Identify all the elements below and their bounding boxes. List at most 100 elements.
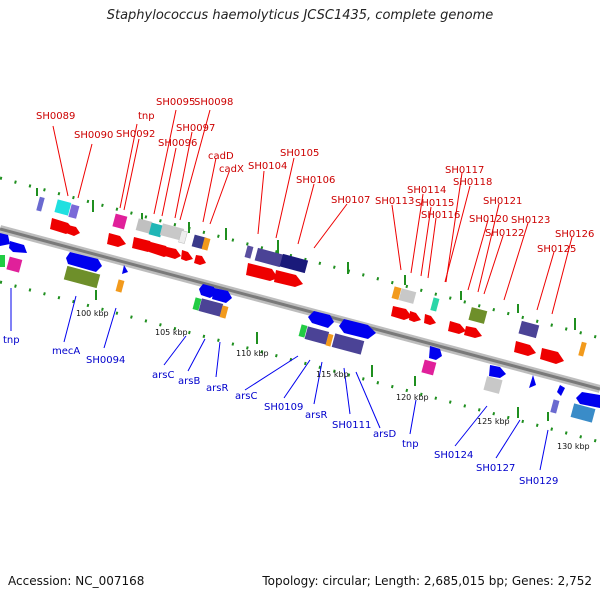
gene-arrow-red [540,348,564,364]
gene-label: SH0127 [476,463,515,474]
gene-arrow-red [391,306,412,320]
gene-block-orange [115,279,125,293]
gene-label: SH0098 [194,97,233,108]
gene-arrow-red [409,311,421,322]
tick-label: 125 kbp [477,417,510,426]
gene-label: tnp [138,111,155,122]
tick-label: 100 kbp [76,309,109,318]
gene-label: SH0104 [248,161,287,172]
gene-block-purple [304,326,330,345]
gene-block-cyan [54,199,72,216]
gene-label: SH0109 [264,402,303,413]
gene-block-olive [468,307,488,324]
gene-arrow-blue [308,311,334,328]
accession-label: Accession: NC_007168 [8,574,145,588]
gene-block-purple [244,245,254,259]
gene-label: SH0094 [86,355,125,366]
gene-label: SH0111 [332,420,371,431]
gene-block-teal [148,222,164,238]
gene-label: SH0117 [445,165,484,176]
gene-arrow-red [424,314,436,325]
gene-block-green [192,297,202,311]
gene-arrow-red [274,270,303,287]
gene-label: SH0095 [156,97,195,108]
gene-block-orange [219,305,229,319]
gene-block-purple [254,247,284,268]
gene-block-purple [198,298,224,317]
gene-arrow-blue [429,346,442,360]
backbone [0,227,600,391]
gene-block-purple [550,399,560,414]
gene-block-magenta [112,213,128,230]
gene-block-gray [135,218,153,234]
gene-block-green [0,255,5,267]
gene-label: SH0118 [453,177,492,188]
gene-label: tnp [402,439,419,450]
gene-arrow-red [464,326,482,338]
gene-arrow-blue [557,385,565,396]
gene-block-orange [391,286,402,300]
tick-label: 130 kbp [557,442,590,451]
gene-arrow-red [448,321,466,334]
gene-block-purple [36,196,45,212]
gene-arrow-red [514,341,536,356]
gene-arrow-blue [0,233,10,246]
gene-label: SH0125 [537,244,576,255]
gene-block-teal [570,403,596,423]
gene-label: SH0107 [331,195,370,206]
gene-arrow-blue [576,392,600,408]
gene-block-green [298,324,308,338]
tick-labels: 100 kbp 105 kbp 110 kbp 115 kbp 120 kbp … [76,309,590,451]
tick-label: 120 kbp [396,393,429,402]
reverse-leader-lines [10,288,549,471]
map-title: Staphylococcus haemolyticus JCSC1435, co… [106,8,494,23]
gene-arrow-blue [489,365,506,378]
gene-label: SH0115 [415,198,454,209]
gene-label: SH0105 [280,148,319,159]
tick-label: 105 kbp [155,328,188,337]
gene-arrow-red [165,247,181,259]
gene-label: cadX [219,164,244,175]
forward-gene-track [36,196,587,364]
gene-block-navy [279,253,309,274]
gene-label: arsB [178,376,200,387]
gene-arrow-blue [529,375,536,388]
gene-block-white [178,230,188,244]
gene-arrow-blue [122,265,128,274]
gene-label: arsC [235,391,257,402]
gene-label: SH0123 [511,215,550,226]
gene-label: mecA [52,346,80,357]
gene-arrow-red [246,263,278,281]
reverse-gene-track [0,233,600,423]
gene-block-gray [483,376,503,394]
forward-gene-labels: SH0089 SH0090 tnp SH0092 SH0095 SH0098 S… [36,97,594,255]
gene-label: SH0122 [485,228,524,239]
gene-label: SH0114 [407,185,446,196]
gene-arrow-blue [199,284,216,298]
gene-label: arsR [305,410,327,421]
tick-marks [36,188,576,421]
gene-label: SH0089 [36,111,75,122]
gene-arrow-blue [212,288,232,303]
gene-label: arsC [152,370,174,381]
gene-label: SH0096 [158,138,197,149]
gene-arrow-blue [339,319,376,339]
gene-label: SH0106 [296,175,335,186]
gene-arrow-red [107,233,126,247]
gene-arrow-red [181,250,193,261]
reverse-gene-labels: tnp mecA SH0094 arsC arsB arsR arsC SH01… [3,335,558,487]
gene-label: SH0116 [421,210,460,221]
gene-label: arsD [373,429,396,440]
tick-label: 115 kbp [316,370,349,379]
gene-block-orange [578,341,587,357]
gene-block-purple [68,204,80,219]
gene-label: SH0090 [74,130,113,141]
gene-block-mint [430,297,440,312]
gene-label: SH0129 [519,476,558,487]
gene-block-magenta [421,359,437,376]
gene-block-purple [518,320,540,339]
gene-arrow-blue [9,241,27,253]
gene-label: SH0113 [375,196,414,207]
